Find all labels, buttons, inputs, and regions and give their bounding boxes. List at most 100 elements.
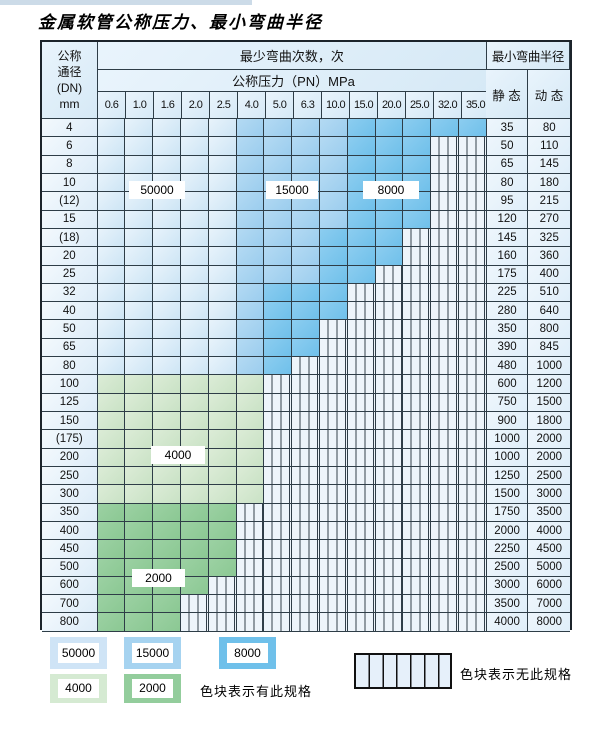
pressure-tick: 4.0: [238, 92, 266, 119]
no-spec-cell: [264, 393, 293, 412]
spec-cell: [236, 448, 265, 467]
no-spec-cell: [431, 613, 459, 632]
cycle-count-label: 50000: [129, 181, 185, 199]
no-spec-cell: [431, 283, 459, 303]
spec-cell: [180, 521, 209, 541]
spec-cell: [153, 228, 181, 248]
no-spec-cell: [236, 503, 265, 522]
spec-cell: [125, 210, 154, 229]
static-radius-cell: 2250: [486, 540, 529, 559]
table-header: 最少弯曲次数，次 最小弯曲半径 公称压力（PN）MPa 0.6 1.0 1.6 2.0…: [42, 42, 570, 119]
spec-cell: [153, 357, 181, 376]
spec-cell: [208, 430, 237, 449]
spec-cell: [319, 137, 348, 156]
pressure-tick: 25.0: [406, 92, 434, 119]
no-spec-cell: [458, 155, 487, 174]
no-spec-cell: [375, 283, 404, 303]
no-spec-cell: [403, 613, 432, 632]
spec-cell: [403, 119, 432, 138]
spec-cell: [97, 448, 126, 467]
dynamic-radius-cell: 3000: [528, 485, 571, 504]
spec-cell: [208, 119, 237, 138]
dn-cell: (175): [42, 430, 98, 449]
static-radius-cell: 1000: [486, 448, 529, 467]
spec-cell: [180, 485, 209, 504]
no-spec-cell: [458, 320, 487, 339]
table-row: 800 4000 8000: [42, 613, 571, 632]
spec-cell: [125, 448, 154, 467]
spec-cell: [208, 558, 237, 577]
no-spec-cell: [292, 466, 320, 486]
static-radius-cell: 900: [486, 412, 529, 431]
no-spec-cell: [319, 521, 348, 541]
spec-cell: [264, 228, 293, 248]
no-spec-cell: [403, 228, 432, 248]
spec-cell: [264, 338, 293, 358]
no-spec-cell: [403, 521, 432, 541]
cycle-count-label: 8000: [363, 181, 419, 199]
no-spec-cell: [319, 412, 348, 431]
table-row: 100 600 1200: [42, 375, 571, 394]
dynamic-radius-cell: 6000: [528, 576, 571, 596]
legend-swatch: 8000: [219, 637, 276, 669]
no-spec-cell: [375, 357, 404, 376]
static-radius-cell: 1500: [486, 485, 529, 504]
table-row: 15 120 270: [42, 210, 571, 229]
static-radius-cell: 3000: [486, 576, 529, 596]
legend-available-text: 色块表示有此规格: [200, 684, 313, 699]
spec-cell: [292, 265, 320, 284]
dn-cell: 25: [42, 265, 98, 284]
no-spec-cell: [292, 521, 320, 541]
spec-cell: [153, 393, 181, 412]
no-spec-cell: [375, 338, 404, 358]
no-spec-cell: [264, 558, 293, 577]
no-spec-cell: [403, 558, 432, 577]
spec-cell: [208, 228, 237, 248]
spec-cell: [180, 412, 209, 431]
no-spec-cell: [375, 613, 404, 632]
table-row: 300 1500 3000: [42, 485, 571, 504]
spec-cell: [125, 466, 154, 486]
cycle-count-label: 2000: [132, 569, 185, 587]
dynamic-radius-cell: 4500: [528, 540, 571, 559]
no-spec-cell: [458, 503, 487, 522]
spec-cell: [97, 613, 126, 632]
no-spec-cell: [292, 540, 320, 559]
no-spec-cell: [208, 576, 237, 596]
spec-cell: [292, 137, 320, 156]
no-spec-cell: [375, 521, 404, 541]
pressure-tick: 20.0: [378, 92, 406, 119]
dn-cell: (18): [42, 228, 98, 248]
dynamic-radius-cell: 2000: [528, 448, 571, 467]
spec-cell: [125, 302, 154, 321]
no-spec-cell: [347, 375, 376, 394]
spec-cell: [97, 466, 126, 486]
no-spec-cell: [403, 375, 432, 394]
table-row: 80 480 1000: [42, 357, 571, 376]
dn-cell: 50: [42, 320, 98, 339]
table-row: 32 225 510: [42, 283, 571, 303]
spec-cell: [347, 210, 376, 229]
dynamic-radius-cell: 4000: [528, 521, 571, 541]
no-spec-cell: [431, 265, 459, 284]
spec-cell: [97, 430, 126, 449]
spec-cell: [208, 485, 237, 504]
dn-cell: 800: [42, 613, 98, 632]
top-strip: [0, 0, 252, 5]
no-spec-cell: [319, 357, 348, 376]
dynamic-radius-cell: 145: [528, 155, 571, 174]
spec-cell: [347, 137, 376, 156]
dn-cell: 300: [42, 485, 98, 504]
spec-cell: [97, 375, 126, 394]
pressure-tick: 5.0: [266, 92, 294, 119]
no-spec-cell: [319, 375, 348, 394]
spec-cell: [153, 338, 181, 358]
no-spec-cell: [458, 485, 487, 504]
table-row: 350 1750 3500: [42, 503, 571, 522]
no-spec-cell: [375, 595, 404, 614]
no-spec-cell: [208, 595, 237, 614]
spec-cell: [319, 283, 348, 303]
legend-swatch: 4000: [50, 674, 107, 703]
spec-cell: [319, 155, 348, 174]
no-spec-cell: [375, 302, 404, 321]
